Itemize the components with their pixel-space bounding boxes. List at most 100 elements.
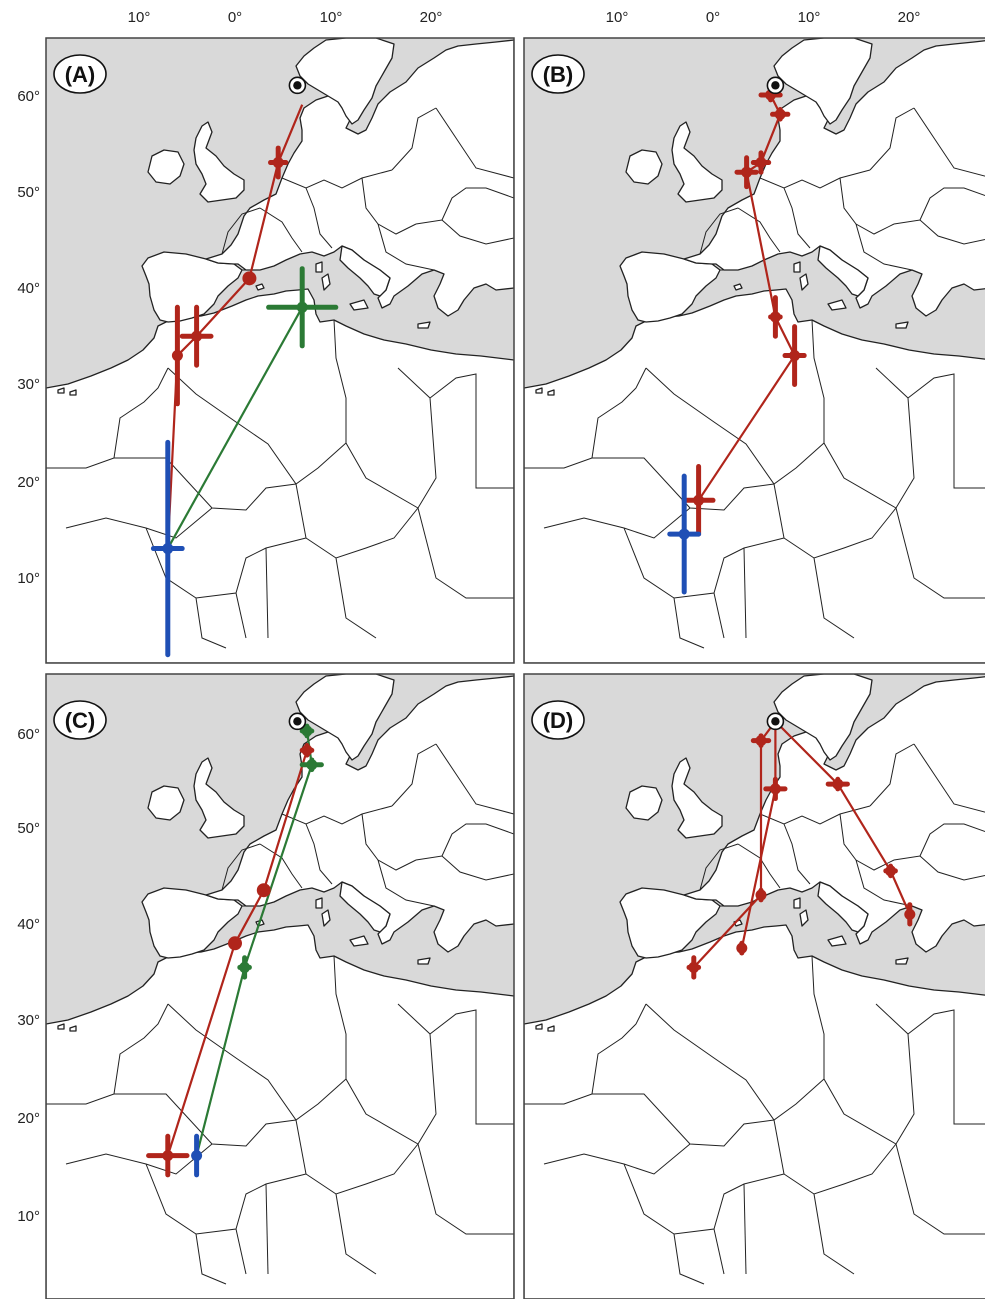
map-panel-d: (D) [523,673,985,1299]
panel-label-badge: (C) [53,700,107,740]
lat-label-40: 40° [17,916,40,933]
position-marker-red [782,324,807,387]
position-dot [755,889,767,901]
lon-label-10w: 10° [128,9,151,26]
position-dot [885,865,897,877]
lat-label-40: 40° [17,280,40,297]
position-dot [688,961,700,973]
position-dot [162,1150,174,1162]
position-dot [789,350,801,362]
position-dot [755,735,767,747]
position-marker-blue [150,439,185,658]
position-dot [228,936,242,951]
map-panel-c: (C) [45,673,515,1299]
position-marker-red [750,150,772,175]
position-marker-red [179,304,214,368]
latitude-labels-bottom: 60° 50° 40° 30° 20° 10° [17,726,40,1225]
lon-label-10e: 10° [320,9,343,26]
position-dot [693,494,705,506]
position-dot [904,908,916,920]
lat-label-30: 30° [17,1012,40,1029]
position-marker-red [146,1133,190,1178]
position-marker-blue [667,473,702,595]
lon-label-20e: 20° [420,9,443,26]
migration-track-red [774,720,911,915]
position-marker-red [242,271,257,286]
position-dot [769,311,781,323]
lat-label-20: 20° [17,474,40,491]
lon-label-10e: 10° [798,9,821,26]
position-marker-red [171,304,183,407]
longitude-labels-right: 10° 0° 10° 20° [606,9,921,26]
position-marker-red [883,863,898,879]
position-dot [306,759,318,771]
position-marker-red [299,742,315,758]
position-marker-red [736,940,748,956]
panel-label-badge: (D) [531,700,585,740]
position-marker-red [770,106,791,122]
map-panel-b: (B) [523,37,985,664]
lat-label-30: 30° [17,376,40,393]
position-dot [256,883,271,898]
position-marker-red [268,145,289,180]
position-marker-red [750,733,772,748]
position-marker-red [256,883,271,898]
lon-label-10w: 10° [606,9,629,26]
breeding-site-circle-icon [288,76,307,95]
position-dot [191,330,203,342]
position-marker-red [755,887,767,903]
panel-label-a: (A) [65,62,96,87]
position-dot [769,783,781,795]
migration-track-red [692,720,777,969]
panel-label-badge: (A) [53,54,107,94]
position-marker-green [299,723,315,739]
migration-track-green [166,306,304,550]
panel-label-d: (D) [543,708,574,733]
position-dot [736,942,748,954]
lon-label-20e: 20° [898,9,921,26]
position-dot [301,744,313,756]
position-dot [242,271,257,286]
lat-label-20: 20° [17,1110,40,1127]
breeding-site-circle-icon [288,712,307,731]
lat-label-50: 50° [17,184,40,201]
position-marker-red [734,155,759,190]
lat-label-50: 50° [17,820,40,837]
position-marker-red [768,295,783,339]
position-marker-red [681,464,716,537]
lon-label-0: 0° [228,9,242,26]
position-dot [162,543,174,555]
position-marker-red [228,936,242,951]
position-marker-red [686,955,702,980]
breeding-site-circle-icon [766,76,785,95]
lat-label-10: 10° [17,1208,40,1225]
position-dot [191,1150,203,1162]
panel-label-b: (B) [543,62,574,87]
position-marker-red [904,902,916,927]
position-marker-red [825,776,850,792]
lat-label-60: 60° [17,726,40,743]
position-dot [832,778,844,790]
position-dot [301,725,313,737]
position-dot [296,301,308,313]
panel-label-badge: (B) [531,54,585,94]
latitude-labels-top: 60° 50° 40° 30° 20° 10° [17,88,40,587]
position-dot [741,166,753,178]
breeding-site-circle-icon [766,712,785,731]
position-marker-green [237,955,252,980]
lon-label-0: 0° [706,9,720,26]
position-dot [171,350,183,362]
position-dot [755,157,767,169]
position-dot [272,157,284,169]
position-dot [774,108,786,120]
position-marker-green [299,757,324,773]
position-marker-green [266,266,339,349]
map-panel-a: (A) [45,37,515,664]
longitude-labels-left: 10° 0° 10° 20° [128,9,443,26]
panel-label-c: (C) [65,708,96,733]
position-dot [678,528,690,540]
position-marker-blue [191,1133,203,1178]
position-marker-red [763,776,788,802]
lat-label-60: 60° [17,88,40,105]
